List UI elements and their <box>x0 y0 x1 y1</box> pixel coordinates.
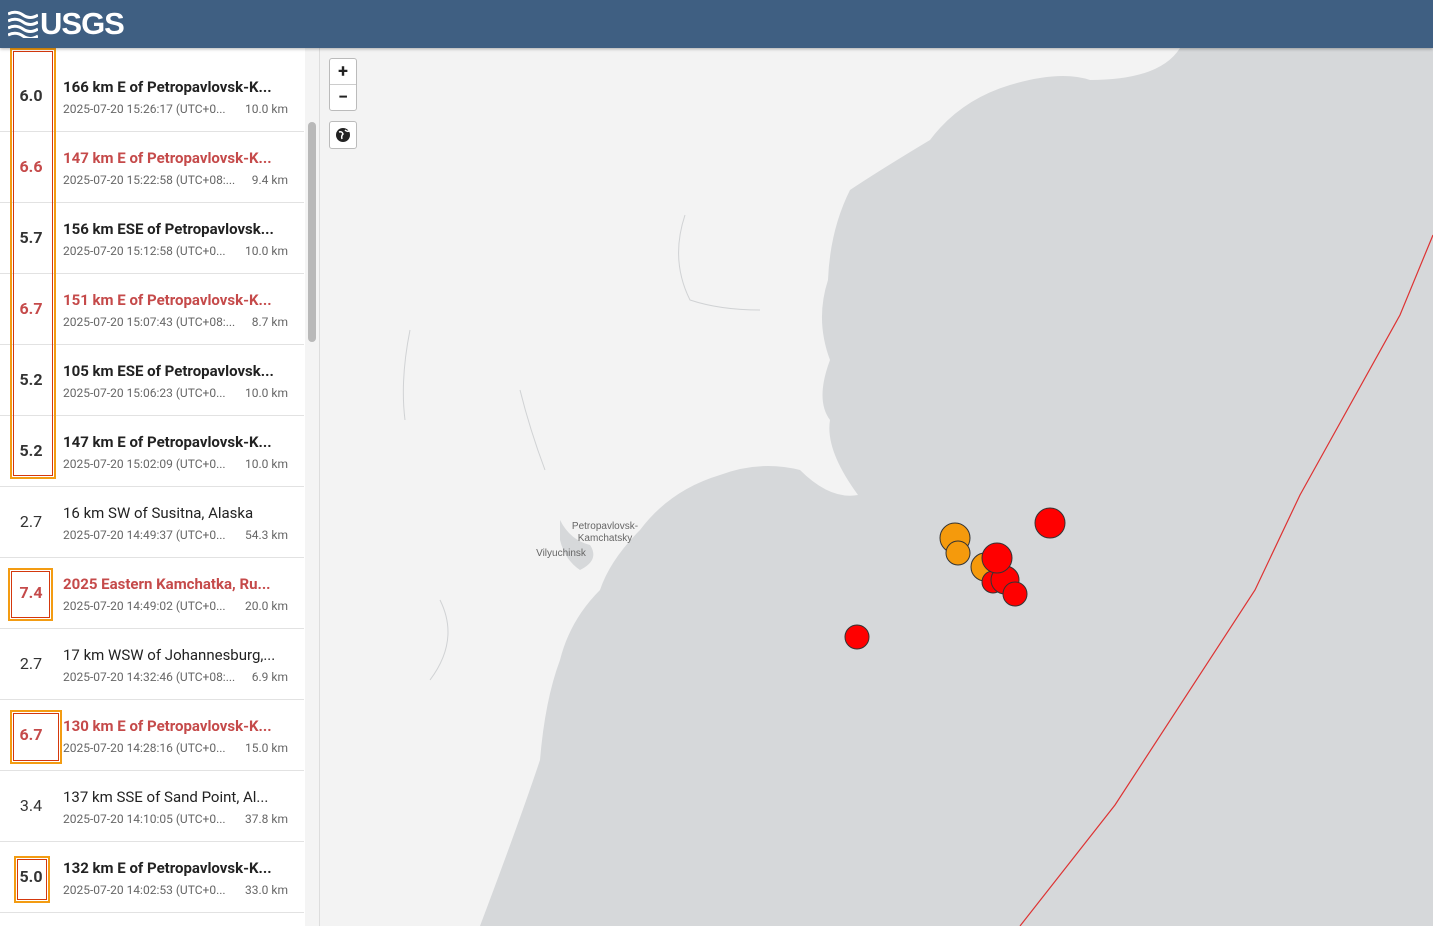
time: 2025-07-20 15:22:58 (UTC+08:... <box>63 173 236 187</box>
depth: 10.0 km <box>245 244 288 258</box>
magnitude: 6.0 <box>19 86 43 105</box>
quake-marker[interactable] <box>844 624 870 650</box>
location: 156 km ESE of Petropavlovsk... <box>63 220 274 238</box>
highlight-box <box>14 856 50 903</box>
list-item[interactable]: 6.7 151 km E of Petropavlovsk-K... 2025-07… <box>0 274 304 345</box>
time: 2025-07-20 15:26:17 (UTC+0... <box>63 102 226 116</box>
time: 2025-07-20 14:49:02 (UTC+0... <box>63 599 226 613</box>
time: 2025-07-20 14:10:05 (UTC+0... <box>63 812 226 826</box>
location: 147 km E of Petropavlovsk-K... <box>63 433 272 451</box>
magnitude: 3.4 <box>19 796 43 815</box>
magnitude: 5.0 <box>19 867 43 886</box>
quake-marker[interactable] <box>981 542 1013 574</box>
highlight-box <box>10 710 62 764</box>
list-item[interactable]: 5.0 132 km E of Petropavlovsk-K... 2025-07… <box>0 842 304 913</box>
place-label: Kamchatsky <box>578 533 632 544</box>
logo-icon <box>8 10 38 38</box>
magnitude: 6.7 <box>19 299 43 318</box>
bay <box>560 520 594 570</box>
location: 2025 Eastern Kamchatka, Ru... <box>63 575 271 593</box>
depth: 6.9 km <box>251 670 288 684</box>
list-item[interactable]: 6.6 147 km E of Petropavlovsk-K... 2025-07… <box>0 132 304 203</box>
quake-marker[interactable] <box>945 540 971 566</box>
place-label: Vilyuchinsk <box>536 548 587 559</box>
list-item[interactable]: 7.4 2025 Eastern Kamchatka, Ru... 2025-07-… <box>0 558 304 629</box>
location: 17 km WSW of Johannesburg,... <box>63 646 276 664</box>
time: 2025-07-20 15:06:23 (UTC+0... <box>63 386 226 400</box>
quake-markers <box>844 507 1066 650</box>
globe-icon <box>336 128 350 142</box>
magnitude: 5.2 <box>19 370 43 389</box>
location: 147 km E of Petropavlovsk-K... <box>63 149 272 167</box>
magnitude: 5.7 <box>19 228 43 247</box>
depth: 20.0 km <box>245 599 288 613</box>
zoom-in[interactable]: + <box>330 59 356 85</box>
depth: 10.0 km <box>245 386 288 400</box>
magnitude: 7.4 <box>19 583 43 602</box>
location: 137 km SSE of Sand Point, Al... <box>63 788 269 806</box>
quake-marker[interactable] <box>1034 507 1066 539</box>
list-item[interactable]: 2.7 17 km WSW of Johannesburg,... 2025-07-… <box>0 629 304 700</box>
location: 16 km SW of Susitna, Alaska <box>63 504 254 522</box>
magnitude: 5.2 <box>19 441 43 460</box>
depth: 15.0 km <box>245 741 288 755</box>
location: 132 km E of Petropavlovsk-K... <box>63 859 272 877</box>
location: 130 km E of Petropavlovsk-K... <box>63 717 272 735</box>
list-item[interactable]: 2.7 16 km SW of Susitna, Alaska 2025-07-20… <box>0 487 304 558</box>
header: USGS <box>0 0 1433 48</box>
location: 151 km E of Petropavlovsk-K... <box>63 291 272 309</box>
highlight-box <box>8 568 53 621</box>
depth: 10.0 km <box>245 102 288 116</box>
location: 105 km ESE of Petropavlovsk... <box>63 362 274 380</box>
list-item[interactable]: 5.2 105 km ESE of Petropavlovsk... 2025-07… <box>0 345 304 416</box>
scrollbar[interactable] <box>305 48 320 926</box>
magnitude: 6.6 <box>19 157 43 176</box>
time: 2025-07-20 15:02:09 (UTC+0... <box>63 457 226 471</box>
list-item[interactable]: 6.7 130 km E of Petropavlovsk-K... 2025-07… <box>0 700 304 771</box>
time: 2025-07-20 15:07:43 (UTC+08:... <box>63 315 236 329</box>
list-item[interactable]: 5.2 147 km E of Petropavlovsk-K... 2025-07… <box>0 416 304 487</box>
quake-marker[interactable] <box>1002 581 1028 607</box>
scroll-thumb[interactable] <box>308 122 316 342</box>
depth: 10.0 km <box>245 457 288 471</box>
location: 166 km E of Petropavlovsk-K... <box>63 78 272 96</box>
time: 2025-07-20 14:32:46 (UTC+08:... <box>63 670 236 684</box>
globe-button[interactable] <box>329 121 357 149</box>
magnitude: 2.7 <box>19 654 43 673</box>
zoom-control: + − <box>329 58 357 111</box>
depth: 9.4 km <box>251 173 288 187</box>
depth: 54.3 km <box>245 528 288 542</box>
depth: 8.7 km <box>251 315 288 329</box>
list-item[interactable]: 5.7 156 km ESE of Petropavlovsk... 2025-07… <box>0 203 304 274</box>
time: 2025-07-20 14:02:53 (UTC+0... <box>63 883 226 897</box>
ocean <box>480 48 1433 926</box>
zoom-out[interactable]: − <box>338 87 348 108</box>
list-item[interactable]: 6.0 166 km E of Petropavlovsk-K... 2025-07… <box>0 61 304 132</box>
magnitude: 6.7 <box>19 725 43 744</box>
time: 2025-07-20 14:49:37 (UTC+0... <box>63 528 226 542</box>
plate-boundary <box>1019 234 1433 926</box>
time: 2025-07-20 15:12:58 (UTC+0... <box>63 244 226 258</box>
earthquake-list: 6.0 166 km E of Petropavlovsk-K... 2025-07… <box>0 48 304 926</box>
list-item[interactable]: 3.4 137 km SSE of Sand Point, Al... 2025-0… <box>0 771 304 842</box>
logo[interactable]: USGS <box>40 6 125 41</box>
highlight-box <box>10 48 56 479</box>
depth: 37.8 km <box>245 812 288 826</box>
river <box>402 214 761 681</box>
map[interactable]: Petropavlovsk- Kamchatsky Vilyuchinsk <box>320 48 1433 926</box>
place-label: Petropavlovsk- <box>572 521 638 532</box>
depth: 33.0 km <box>245 883 288 897</box>
time: 2025-07-20 14:28:16 (UTC+0... <box>63 741 226 755</box>
magnitude: 2.7 <box>19 512 43 531</box>
